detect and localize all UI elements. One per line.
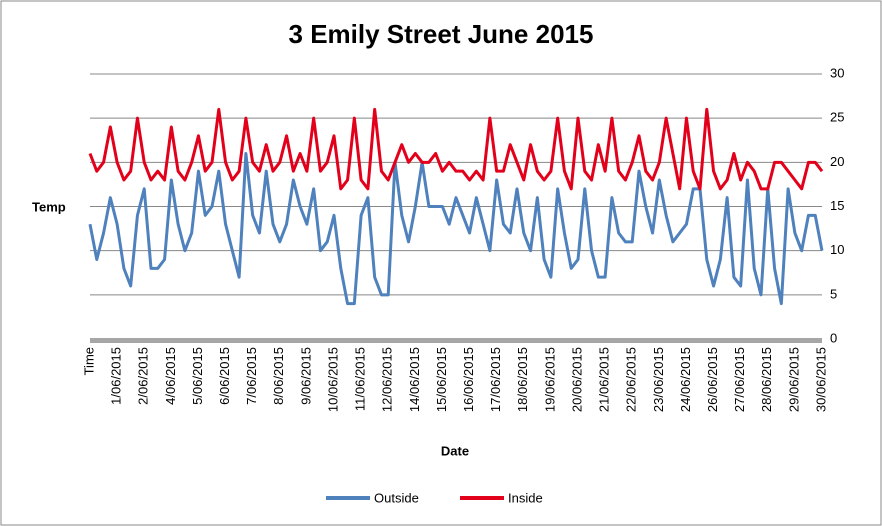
series-line: [88, 107, 824, 191]
x-tick-label: 1/06/2015: [109, 347, 124, 405]
y-tick-label: 10: [830, 242, 844, 257]
y-tick-label: 5: [830, 286, 837, 301]
x-tick-label: 26/06/2015: [705, 347, 720, 412]
x-tick-label: 20/06/2015: [569, 347, 584, 412]
x-tick-label: 29/06/2015: [786, 347, 801, 412]
x-tick-label: 7/06/2015: [244, 347, 259, 405]
x-tick-label: 24/06/2015: [678, 347, 693, 412]
x-tick-label: 23/06/2015: [651, 347, 666, 412]
x-tick-label: 11/06/2015: [353, 347, 368, 411]
x-tick-label: 22/06/2015: [624, 347, 639, 412]
x-tick-label: 5/06/2015: [190, 347, 205, 405]
x-tick-label: 9/06/2015: [298, 347, 313, 405]
x-axis-title: Date: [441, 443, 469, 458]
x-tick-label: 17/06/2015: [488, 347, 503, 412]
y-tick-label: 25: [830, 110, 844, 125]
x-tick-label: 21/06/2015: [597, 347, 612, 412]
x-tick-label: 28/06/2015: [759, 347, 774, 412]
x-tick-label: 19/06/2015: [542, 347, 557, 412]
y-tick-label: 15: [830, 198, 844, 213]
legend-label: Outside: [374, 490, 419, 505]
x-tick-label: 2/06/2015: [136, 347, 151, 405]
y-tick-label: 30: [830, 65, 844, 80]
x-tick-label: Time: [81, 347, 96, 375]
x-tick-label: 12/06/2015: [380, 347, 395, 412]
x-tick-label: 8/06/2015: [271, 347, 286, 405]
x-tick-label: 4/06/2015: [163, 347, 178, 405]
x-tick-label: 27/06/2015: [732, 347, 747, 412]
legend-label: Inside: [508, 490, 543, 505]
x-tick-label: 10/06/2015: [325, 347, 340, 412]
x-tick-label: 6/06/2015: [217, 347, 232, 405]
x-tick-label: 18/06/2015: [515, 347, 530, 412]
x-tick-label: 16/06/2015: [461, 347, 476, 412]
x-tick-label: 14/06/2015: [407, 347, 422, 412]
y-tick-label: 20: [830, 154, 844, 169]
x-tick-label: 15/06/2015: [434, 347, 449, 412]
x-axis: [90, 338, 822, 343]
y-tick-label: 0: [830, 330, 837, 345]
x-tick-label: 30/06/2015: [813, 347, 828, 412]
y-axis-title: Temp: [32, 199, 66, 214]
chart-title: 3 Emily Street June 2015: [289, 19, 594, 49]
